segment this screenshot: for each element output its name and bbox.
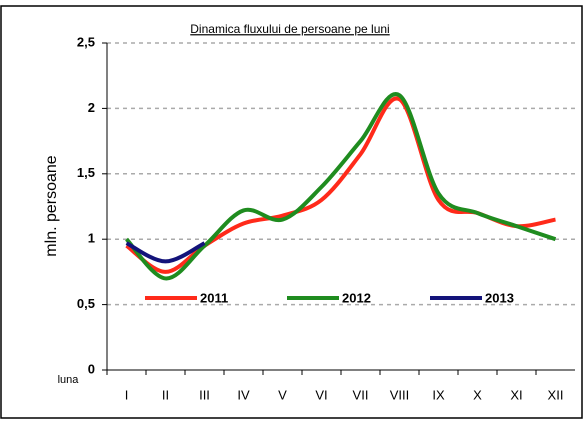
- y-tick-label: 2: [88, 100, 95, 115]
- x-tick-label: I: [125, 387, 129, 402]
- y-tick-label: 0: [88, 361, 95, 376]
- chart-title: Dinamica fluxului de persoane pe luni: [190, 22, 389, 36]
- x-tick-label: IX: [432, 387, 445, 402]
- y-axis-label: mln. persoane: [43, 155, 60, 256]
- x-tick-label: V: [278, 387, 287, 402]
- x-tick-label: VI: [315, 387, 327, 402]
- y-tick-label: 2,5: [77, 34, 95, 49]
- x-axis-label: luna: [58, 374, 80, 386]
- line-series: [124, 92, 557, 281]
- y-tick-label: 1,5: [77, 165, 95, 180]
- x-tick-label: II: [162, 387, 169, 402]
- legend-label: 2012: [342, 290, 371, 305]
- line-series: [125, 96, 556, 274]
- x-tick-label: III: [199, 387, 210, 402]
- x-tick-label: VIII: [390, 387, 410, 402]
- x-tick-label: X: [473, 387, 482, 402]
- x-tick-label: XI: [510, 387, 522, 402]
- y-tick-label: 1: [88, 231, 95, 246]
- x-tick-label: VII: [353, 387, 369, 402]
- legend-label: 2011: [200, 290, 228, 305]
- line-series: [125, 241, 206, 264]
- x-tick-label: IV: [237, 387, 250, 402]
- legend-label: 2013: [485, 290, 514, 305]
- frame: [0, 5, 583, 419]
- y-tick-label: 0,5: [77, 296, 95, 311]
- x-tick-label: XII: [548, 387, 564, 402]
